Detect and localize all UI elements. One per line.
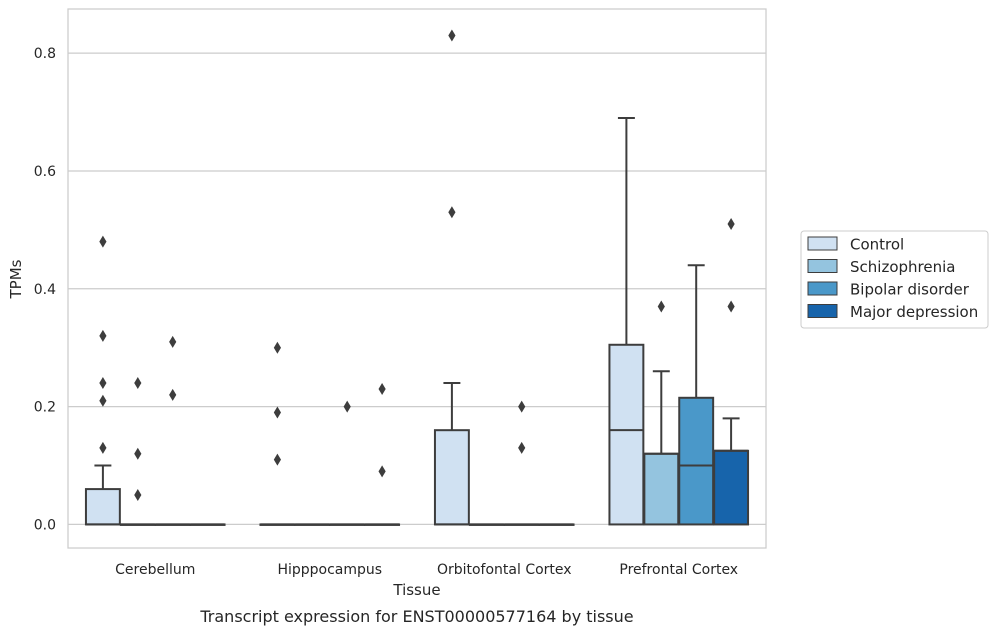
y-axis-title: TPMs: [7, 259, 25, 299]
x-tick-label: Prefrontal Cortex: [619, 562, 738, 578]
outlier-point: [727, 218, 735, 231]
box: [643, 452, 680, 526]
outlier-point: [99, 394, 107, 407]
outlier-point: [273, 341, 281, 354]
outlier-point: [273, 453, 281, 466]
box-group: [713, 218, 750, 526]
legend-label: Control: [850, 236, 904, 254]
outlier-point: [169, 388, 177, 401]
x-tick-label: Orbitofontal Cortex: [437, 562, 572, 578]
legend-swatch: [807, 259, 838, 273]
outlier-point: [99, 441, 107, 454]
legend-label: Schizophrenia: [850, 258, 955, 276]
box-group: [189, 523, 226, 526]
outlier-point: [134, 447, 142, 460]
box: [608, 343, 645, 526]
x-axis-ticks: Cerebellum Hipppocampus Orbitofontal Corte…: [115, 562, 738, 578]
box-group: [503, 400, 540, 526]
box-group: [154, 335, 191, 526]
x-tick-label: Cerebellum: [115, 562, 195, 578]
y-tick-label: 0.2: [34, 400, 56, 416]
box-group: [643, 300, 680, 526]
y-tick-label: 0.0: [34, 517, 56, 533]
outlier-point: [448, 29, 456, 42]
legend-swatch: [807, 304, 838, 318]
outlier-point: [134, 377, 142, 390]
outlier-point: [727, 300, 735, 313]
box: [433, 429, 470, 526]
y-tick-label: 0.4: [34, 282, 56, 298]
outlier-point: [448, 206, 456, 219]
outlier-point: [273, 406, 281, 419]
box-group: [678, 264, 715, 526]
outlier-point: [378, 382, 386, 395]
legend: Control Schizophrenia Bipolar disorder Majo…: [800, 230, 989, 329]
outlier-point: [378, 465, 386, 478]
chart-caption: Transcript expression for ENST0000057716…: [199, 607, 633, 626]
outlier-point: [99, 377, 107, 390]
x-axis-title: Tissue: [392, 581, 440, 599]
outlier-point: [99, 235, 107, 248]
box-group: [538, 523, 575, 526]
legend-label: Bipolar disorder: [850, 281, 970, 299]
box-group: [433, 29, 470, 526]
legend-frame: [800, 230, 989, 329]
box-group: [364, 382, 401, 526]
outlier-point: [169, 335, 177, 348]
plot-marks: [84, 29, 750, 526]
legend-swatch: [807, 236, 838, 251]
y-axis-ticks: 0.0 0.2 0.4 0.6 0.8: [34, 46, 56, 533]
y-tick-label: 0.8: [34, 46, 56, 62]
box-group: [468, 523, 505, 526]
outlier-point: [343, 400, 351, 413]
box: [713, 449, 750, 526]
box-group: [608, 116, 645, 526]
box-group: [259, 341, 296, 526]
x-tick-label: Hipppocampus: [277, 562, 382, 578]
box-group: [329, 400, 366, 526]
box-group: [294, 523, 331, 526]
box: [678, 396, 715, 526]
outlier-point: [518, 400, 526, 413]
outlier-point: [657, 300, 665, 313]
plot-frame: [67, 8, 767, 549]
y-tick-label: 0.6: [34, 164, 56, 180]
legend-swatch: [807, 281, 838, 296]
box-group: [119, 377, 156, 526]
box-group: [84, 235, 121, 526]
outlier-point: [518, 441, 526, 454]
legend-label: Major depression: [850, 303, 978, 321]
outlier-point: [99, 329, 107, 342]
box: [84, 488, 121, 526]
outlier-point: [134, 488, 142, 501]
